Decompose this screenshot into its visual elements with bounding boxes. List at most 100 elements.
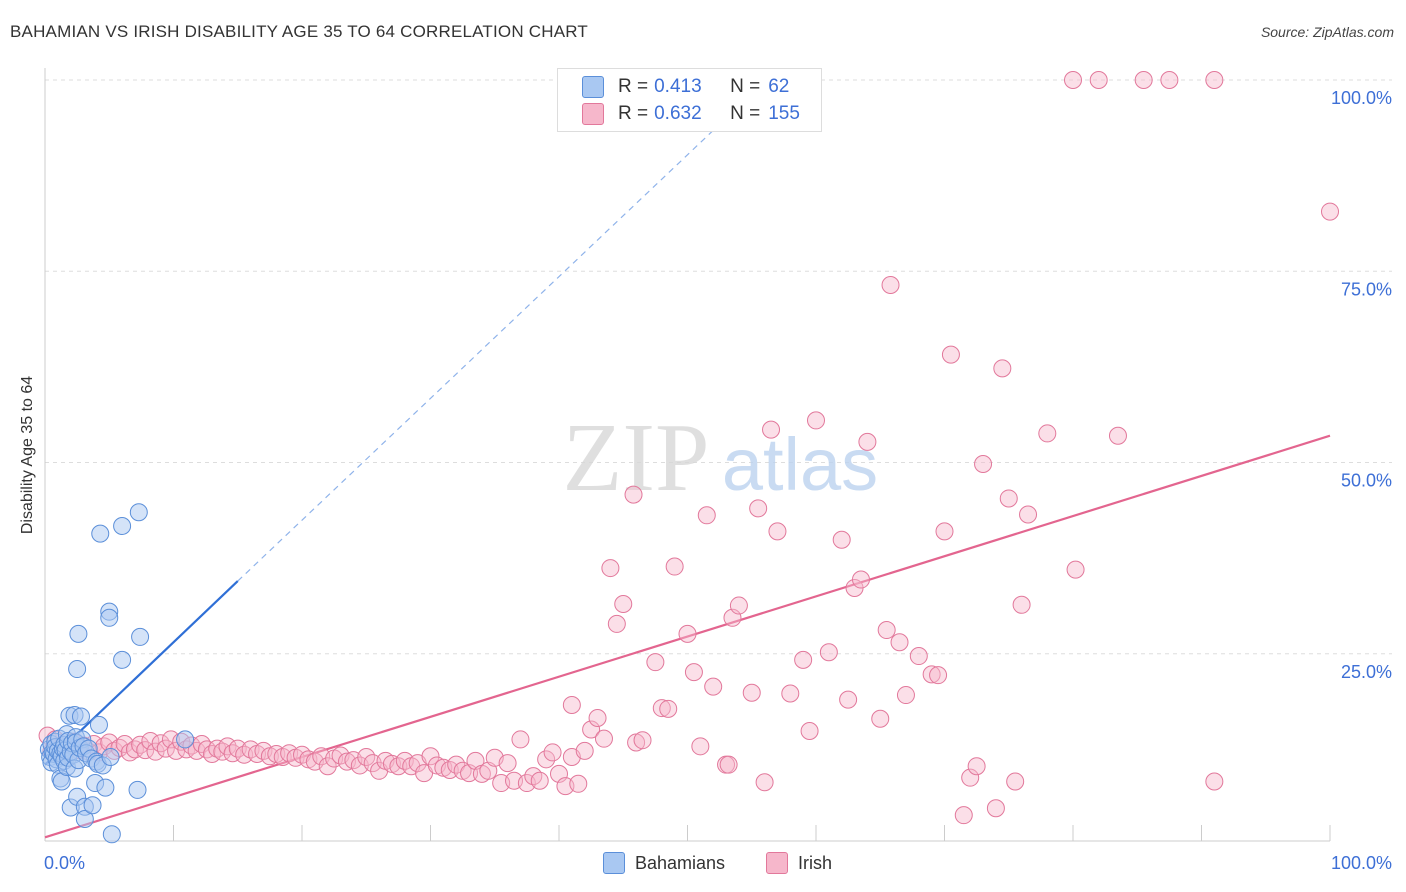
irish-point[interactable]: [241, 740, 260, 759]
irish-point[interactable]: [569, 774, 588, 793]
irish-point[interactable]: [1012, 595, 1031, 614]
bahamian-point[interactable]: [102, 825, 121, 844]
irish-point[interactable]: [1205, 772, 1224, 791]
irish-point[interactable]: [479, 761, 498, 780]
irish-point[interactable]: [498, 754, 517, 773]
irish-point[interactable]: [678, 624, 697, 643]
bahamian-point[interactable]: [113, 650, 132, 669]
irish-point[interactable]: [280, 744, 299, 763]
irish-point[interactable]: [961, 768, 980, 787]
irish-point[interactable]: [871, 709, 890, 728]
irish-point[interactable]: [511, 730, 530, 749]
legend-item-irish[interactable]: Irish: [766, 852, 832, 874]
irish-point[interactable]: [607, 614, 626, 633]
irish-point[interactable]: [877, 621, 896, 640]
irish-point[interactable]: [896, 686, 915, 705]
irish-point[interactable]: [659, 699, 678, 718]
irish-point[interactable]: [749, 499, 768, 518]
irish-point[interactable]: [665, 557, 684, 576]
irish-point[interactable]: [807, 411, 825, 430]
irish-point[interactable]: [633, 731, 652, 750]
bahamian-point[interactable]: [101, 748, 120, 767]
bahamian-point[interactable]: [96, 778, 115, 797]
irish-point[interactable]: [832, 530, 851, 549]
irish-point[interactable]: [530, 771, 549, 790]
bahamian-point[interactable]: [69, 624, 88, 643]
irish-point[interactable]: [729, 596, 748, 615]
irish-point[interactable]: [1205, 71, 1224, 89]
bahamian-point[interactable]: [91, 524, 110, 543]
irish-point[interactable]: [1006, 772, 1025, 791]
irish-point[interactable]: [967, 757, 986, 776]
irish-point[interactable]: [684, 663, 703, 682]
irish-point[interactable]: [742, 683, 761, 702]
irish-point[interactable]: [993, 359, 1012, 378]
irish-point[interactable]: [131, 735, 150, 754]
irish-point[interactable]: [537, 750, 556, 769]
irish-point[interactable]: [929, 666, 948, 685]
irish-point[interactable]: [999, 489, 1018, 508]
irish-point[interactable]: [601, 559, 620, 578]
bahamian-point[interactable]: [89, 715, 108, 734]
irish-point[interactable]: [800, 722, 819, 741]
irish-point[interactable]: [1038, 424, 1057, 443]
bahamian-point[interactable]: [176, 730, 195, 749]
bahamian-point[interactable]: [83, 796, 102, 815]
irish-point[interactable]: [858, 432, 877, 451]
bahamian-point[interactable]: [100, 608, 119, 627]
irish-point[interactable]: [909, 647, 928, 666]
irish-point[interactable]: [151, 734, 170, 753]
irish-point[interactable]: [120, 743, 139, 762]
bahamian-point[interactable]: [131, 627, 150, 646]
irish-point[interactable]: [781, 684, 800, 703]
legend-item-bahamians[interactable]: Bahamians: [603, 852, 725, 874]
bahamian-point[interactable]: [113, 516, 132, 535]
irish-point[interactable]: [1108, 426, 1127, 445]
irish-point[interactable]: [588, 709, 607, 728]
irish-point[interactable]: [1160, 71, 1179, 89]
irish-point[interactable]: [466, 751, 485, 770]
irish-point[interactable]: [652, 699, 671, 718]
irish-point[interactable]: [851, 570, 870, 589]
irish-point[interactable]: [954, 806, 973, 825]
irish-point[interactable]: [594, 729, 613, 748]
irish-point[interactable]: [646, 653, 665, 672]
irish-point[interactable]: [562, 696, 581, 715]
irish-point[interactable]: [1064, 71, 1082, 89]
irish-point[interactable]: [1066, 560, 1085, 579]
irish-point[interactable]: [881, 276, 900, 295]
irish-point[interactable]: [719, 755, 738, 774]
bahamian-point[interactable]: [68, 660, 87, 679]
irish-point[interactable]: [691, 737, 710, 756]
irish-point[interactable]: [768, 522, 787, 541]
irish-point[interactable]: [819, 643, 838, 662]
bahamian-point[interactable]: [71, 707, 90, 726]
irish-point[interactable]: [1019, 505, 1038, 524]
irish-point[interactable]: [986, 799, 1005, 818]
irish-point[interactable]: [575, 741, 594, 760]
irish-point[interactable]: [941, 345, 960, 364]
bahamian-point[interactable]: [75, 809, 94, 828]
irish-point[interactable]: [1134, 71, 1153, 89]
irish-point[interactable]: [839, 690, 858, 709]
irish-point[interactable]: [697, 506, 716, 525]
irish-point[interactable]: [421, 747, 440, 766]
irish-point[interactable]: [524, 767, 543, 786]
irish-point[interactable]: [762, 420, 781, 439]
irish-point[interactable]: [146, 742, 165, 761]
irish-point[interactable]: [794, 650, 813, 669]
irish-point[interactable]: [890, 633, 909, 652]
irish-point[interactable]: [624, 485, 643, 504]
irish-point[interactable]: [115, 735, 134, 754]
bahamian-point[interactable]: [128, 780, 147, 799]
bahamian-point[interactable]: [129, 503, 148, 522]
irish-point[interactable]: [755, 773, 774, 792]
irish-point[interactable]: [704, 677, 723, 696]
irish-point[interactable]: [614, 595, 633, 614]
irish-point[interactable]: [543, 743, 562, 762]
irish-point[interactable]: [935, 522, 954, 541]
irish-point[interactable]: [1321, 202, 1339, 221]
irish-point[interactable]: [582, 720, 601, 739]
irish-point[interactable]: [318, 757, 337, 776]
irish-point[interactable]: [1089, 71, 1108, 89]
